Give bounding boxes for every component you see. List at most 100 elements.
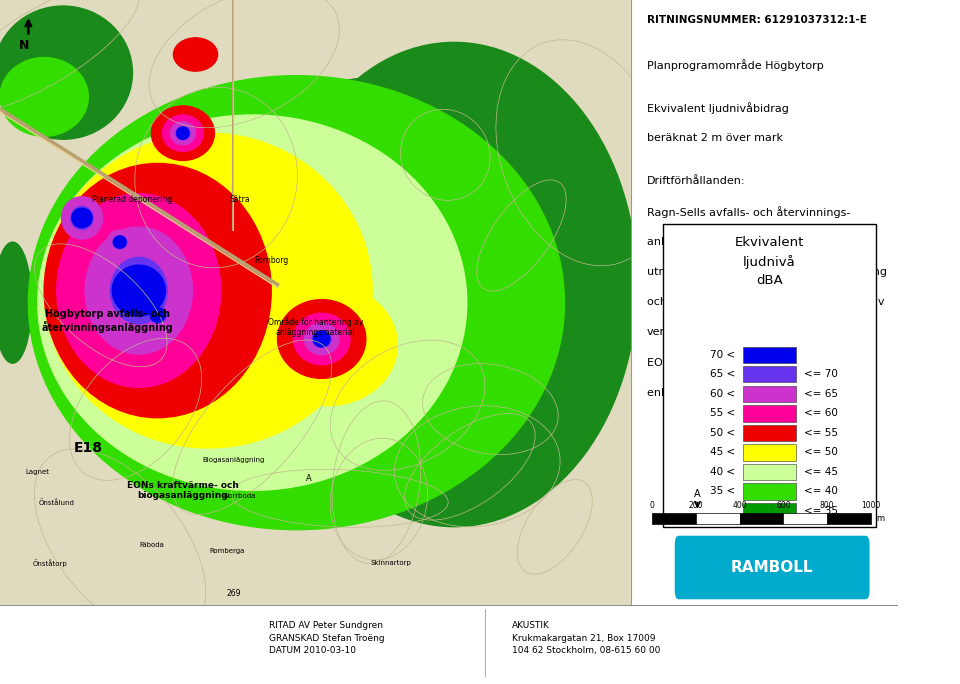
Bar (739, 513, 783, 524)
Ellipse shape (85, 227, 192, 354)
Text: Romberga: Romberga (209, 548, 245, 554)
Text: Skinnartorp: Skinnartorp (371, 560, 412, 566)
Circle shape (112, 265, 165, 316)
Text: <= 60: <= 60 (804, 408, 838, 419)
Text: RAMBOLL: RAMBOLL (731, 560, 813, 575)
Ellipse shape (29, 76, 564, 529)
Text: 55 <: 55 < (709, 408, 734, 419)
Ellipse shape (113, 235, 127, 249)
Text: 800: 800 (820, 501, 834, 510)
Text: m: m (876, 514, 884, 523)
Circle shape (150, 308, 165, 322)
FancyBboxPatch shape (675, 536, 870, 599)
Text: 40 <: 40 < (709, 466, 734, 477)
Text: 60 <: 60 < (709, 389, 734, 399)
Ellipse shape (312, 330, 331, 347)
Ellipse shape (0, 57, 88, 136)
Bar (743, 405, 796, 421)
Circle shape (177, 127, 189, 140)
Ellipse shape (277, 300, 366, 378)
Ellipse shape (0, 6, 132, 140)
Text: 45 <: 45 < (709, 447, 734, 458)
Text: 200: 200 (688, 501, 703, 510)
Bar (743, 444, 796, 460)
Text: <= 70: <= 70 (804, 369, 838, 380)
Bar (743, 347, 796, 363)
Text: Önståtorp: Önståtorp (33, 559, 68, 567)
Text: Biogasanläggning: Biogasanläggning (203, 457, 265, 463)
Text: 70 <: 70 < (709, 350, 734, 360)
Bar (743, 503, 796, 519)
Ellipse shape (149, 306, 166, 324)
Text: Ekvivalent ljudnivåbidrag: Ekvivalent ljudnivåbidrag (647, 103, 788, 114)
Ellipse shape (322, 79, 397, 140)
Ellipse shape (162, 115, 204, 151)
Text: 0: 0 (650, 501, 655, 510)
Ellipse shape (44, 133, 372, 448)
Text: 600: 600 (776, 501, 791, 510)
Ellipse shape (37, 115, 467, 490)
Text: Område för hantering av
anläggningsmaterial: Område för hantering av anläggningsmater… (268, 317, 363, 337)
Text: Önstålund: Önstålund (38, 499, 75, 506)
Text: Norrboda: Norrboda (224, 493, 256, 499)
Circle shape (72, 208, 92, 228)
Text: 50 <: 50 < (709, 428, 734, 438)
Text: 400: 400 (732, 501, 747, 510)
Text: N: N (19, 40, 30, 53)
Text: beräknat 2 m över mark: beräknat 2 m över mark (647, 133, 782, 142)
Text: RITNINGSNUMMER: 61291037312:1-E: RITNINGSNUMMER: 61291037312:1-E (647, 15, 867, 25)
Ellipse shape (57, 194, 221, 387)
Text: 1000: 1000 (861, 501, 880, 510)
Text: Lagnet: Lagnet (26, 469, 50, 475)
Text: EONs kraftvärme-och biogasanläggning: EONs kraftvärme-och biogasanläggning (647, 358, 869, 368)
Text: RITAD AV Peter Sundgren
GRANSKAD Stefan Troëng
DATUM 2010-03-10: RITAD AV Peter Sundgren GRANSKAD Stefan … (269, 621, 385, 655)
Ellipse shape (258, 285, 397, 406)
Bar (662, 224, 876, 527)
Text: <= 55: <= 55 (804, 428, 838, 438)
Text: Fornborg: Fornborg (254, 256, 288, 265)
Text: Fäboda: Fäboda (139, 542, 164, 548)
Bar (743, 464, 796, 480)
Text: Sätra: Sätra (229, 195, 250, 205)
Text: Ritning 61291037312:1-E: Ritning 61291037312:1-E (924, 278, 933, 406)
Ellipse shape (142, 300, 174, 330)
Circle shape (314, 331, 330, 347)
Text: 35 <: 35 < (709, 486, 734, 497)
Ellipse shape (61, 197, 103, 239)
Ellipse shape (294, 313, 350, 365)
Text: <= 35: <= 35 (804, 506, 838, 516)
Text: Driftförhållanden:: Driftförhållanden: (647, 176, 745, 186)
Ellipse shape (71, 207, 93, 229)
Text: 65 <: 65 < (709, 369, 734, 380)
Ellipse shape (176, 127, 190, 140)
Text: A: A (694, 490, 701, 499)
Ellipse shape (170, 122, 196, 145)
Text: och transporter i de nordvästra delarna av: och transporter i de nordvästra delarna … (647, 298, 884, 307)
Text: utrustning öster lv 269 samt kompaktering: utrustning öster lv 269 samt kompakterin… (647, 267, 887, 277)
Bar (783, 513, 828, 524)
Bar (696, 513, 739, 524)
Text: anläggning utökad med betongkross-: anläggning utökad med betongkross- (647, 237, 855, 247)
Ellipse shape (0, 242, 32, 363)
Text: <= 50: <= 50 (804, 447, 838, 458)
Text: AKUSTIK
Krukmakargatan 21, Box 17009
104 62 Stockholm, 08-615 60 00: AKUSTIK Krukmakargatan 21, Box 17009 104… (512, 621, 660, 655)
Text: EONs kraftvärme- och
biogasanläggning: EONs kraftvärme- och biogasanläggning (127, 481, 239, 500)
Ellipse shape (108, 230, 132, 254)
Text: verksamhetsområdet.: verksamhetsområdet. (647, 328, 770, 337)
Bar (743, 366, 796, 382)
Ellipse shape (174, 38, 218, 71)
Bar (743, 425, 796, 441)
Text: <= 40: <= 40 (804, 486, 838, 497)
Ellipse shape (304, 324, 339, 355)
Bar (743, 386, 796, 402)
Text: <= 65: <= 65 (804, 389, 838, 399)
Bar (652, 513, 696, 524)
Circle shape (113, 236, 126, 248)
Ellipse shape (152, 106, 214, 161)
Bar (743, 483, 796, 499)
Text: Ekvivalent
ljudnivå
dBA: Ekvivalent ljudnivå dBA (734, 236, 804, 287)
Text: Planerad deponering: Planerad deponering (92, 195, 173, 205)
Text: Planprogramområde Högbytorp: Planprogramområde Högbytorp (647, 59, 824, 70)
Text: 269: 269 (227, 589, 241, 598)
Text: E18: E18 (74, 441, 103, 455)
